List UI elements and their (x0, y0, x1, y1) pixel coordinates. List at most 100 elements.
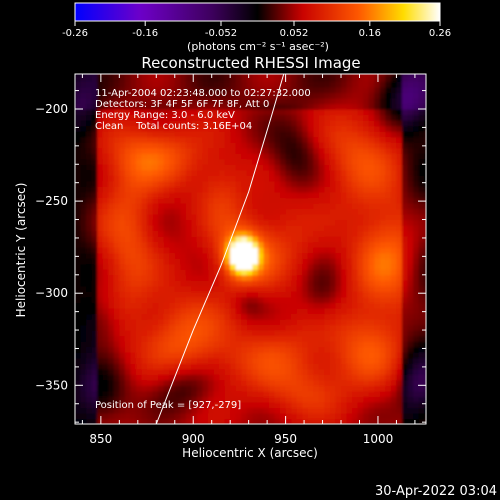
heatmap-cell (147, 285, 154, 292)
heatmap-cell (318, 219, 325, 226)
heatmap-cell (180, 296, 187, 304)
heatmap-cell (379, 208, 386, 215)
heatmap-cell (169, 131, 176, 138)
heatmap-cell (252, 379, 259, 386)
heatmap-cell (102, 142, 109, 149)
heatmap-cell (246, 97, 253, 105)
heatmap-cell (174, 252, 181, 259)
heatmap-cell (158, 346, 165, 353)
heatmap-cell (291, 374, 298, 381)
heatmap-cell (291, 158, 298, 165)
heatmap-cell (268, 225, 276, 232)
heatmap-cell (385, 385, 392, 392)
heatmap-cell (379, 285, 386, 292)
heatmap-cell (396, 81, 403, 88)
heatmap-cell (418, 81, 425, 88)
heatmap-cell (97, 385, 104, 392)
heatmap-cell (124, 175, 132, 182)
heatmap-cell (219, 214, 226, 221)
heatmap-cell (86, 346, 93, 353)
heatmap-cell (241, 263, 248, 270)
heatmap-cell (97, 412, 104, 420)
heatmap-cell (324, 169, 331, 176)
heatmap-cell (169, 285, 176, 292)
heatmap-cell (230, 75, 237, 82)
heatmap-cell (418, 313, 425, 320)
heatmap-cell (235, 296, 242, 304)
heatmap-cell (91, 186, 98, 193)
heatmap-cell (147, 92, 154, 99)
heatmap-cell (196, 302, 204, 309)
heatmap-cell (390, 208, 398, 215)
heatmap-cell (113, 412, 120, 420)
heatmap-cell (324, 131, 331, 138)
heatmap-cell (147, 418, 154, 424)
heatmap-cell (130, 258, 137, 265)
heatmap-cell (296, 307, 303, 315)
heatmap-cell (407, 136, 414, 143)
plot-frame (74, 73, 427, 425)
heatmap-cell (208, 120, 215, 127)
heatmap-cell (291, 175, 298, 182)
heatmap-cell (130, 418, 137, 424)
heatmap-cell (163, 75, 170, 82)
heatmap-cell (341, 319, 348, 326)
heatmap-cell (219, 407, 226, 414)
heatmap-cell (357, 92, 364, 99)
heatmap-cell (75, 258, 82, 265)
heatmap-cell (141, 247, 148, 254)
heatmap-cell (119, 252, 126, 259)
heatmap-cell (302, 225, 309, 232)
heatmap-cell (285, 202, 292, 210)
heatmap-cell (219, 368, 226, 375)
heatmap-cell (185, 313, 192, 320)
heatmap-cell (424, 418, 426, 424)
heatmap-cell (374, 313, 381, 320)
heatmap-cell (241, 153, 248, 160)
heatmap-cell (257, 269, 265, 276)
heatmap-cell (163, 225, 170, 232)
heatmap-cell (196, 109, 204, 116)
heatmap-cell (196, 252, 204, 259)
heatmap-cell (152, 214, 159, 221)
heatmap-cell (329, 291, 337, 298)
heatmap-cell (357, 241, 364, 248)
heatmap-cell (141, 81, 148, 88)
heatmap-cell (208, 252, 215, 259)
heatmap-cell (219, 313, 226, 320)
heatmap-cell (230, 164, 237, 171)
heatmap-cell (180, 114, 187, 121)
heatmap-cell (97, 230, 104, 237)
heatmap-cell (313, 225, 320, 232)
heatmap-cell (413, 324, 420, 331)
heatmap-cell (163, 390, 170, 397)
heatmap-cell (329, 131, 337, 138)
heatmap-cell (268, 120, 276, 127)
heatmap-cell (379, 125, 386, 132)
heatmap-cell (219, 291, 226, 298)
heatmap-cell (424, 202, 426, 210)
heatmap-cell (97, 131, 104, 138)
heatmap-cell (257, 158, 265, 165)
heatmap-cell (80, 186, 87, 193)
heatmap-cell (374, 302, 381, 309)
heatmap-cell (291, 131, 298, 138)
heatmap-cell (401, 169, 409, 176)
heatmap-cell (352, 125, 359, 132)
heatmap-cell (75, 225, 82, 232)
heatmap-cell (313, 407, 320, 414)
heatmap-cell (113, 296, 120, 304)
heatmap-cell (374, 269, 381, 276)
heatmap-cell (230, 97, 237, 105)
heatmap-cell (163, 109, 170, 116)
heatmap-cell (252, 219, 259, 226)
heatmap-cell (252, 186, 259, 193)
heatmap-cell (379, 385, 386, 392)
heatmap-cell (158, 269, 165, 276)
heatmap-cell (91, 363, 98, 370)
heatmap-cell (307, 418, 314, 424)
heatmap-cell (413, 125, 420, 132)
heatmap-cell (135, 263, 143, 270)
heatmap-cell (335, 208, 342, 215)
heatmap-cell (224, 412, 231, 420)
